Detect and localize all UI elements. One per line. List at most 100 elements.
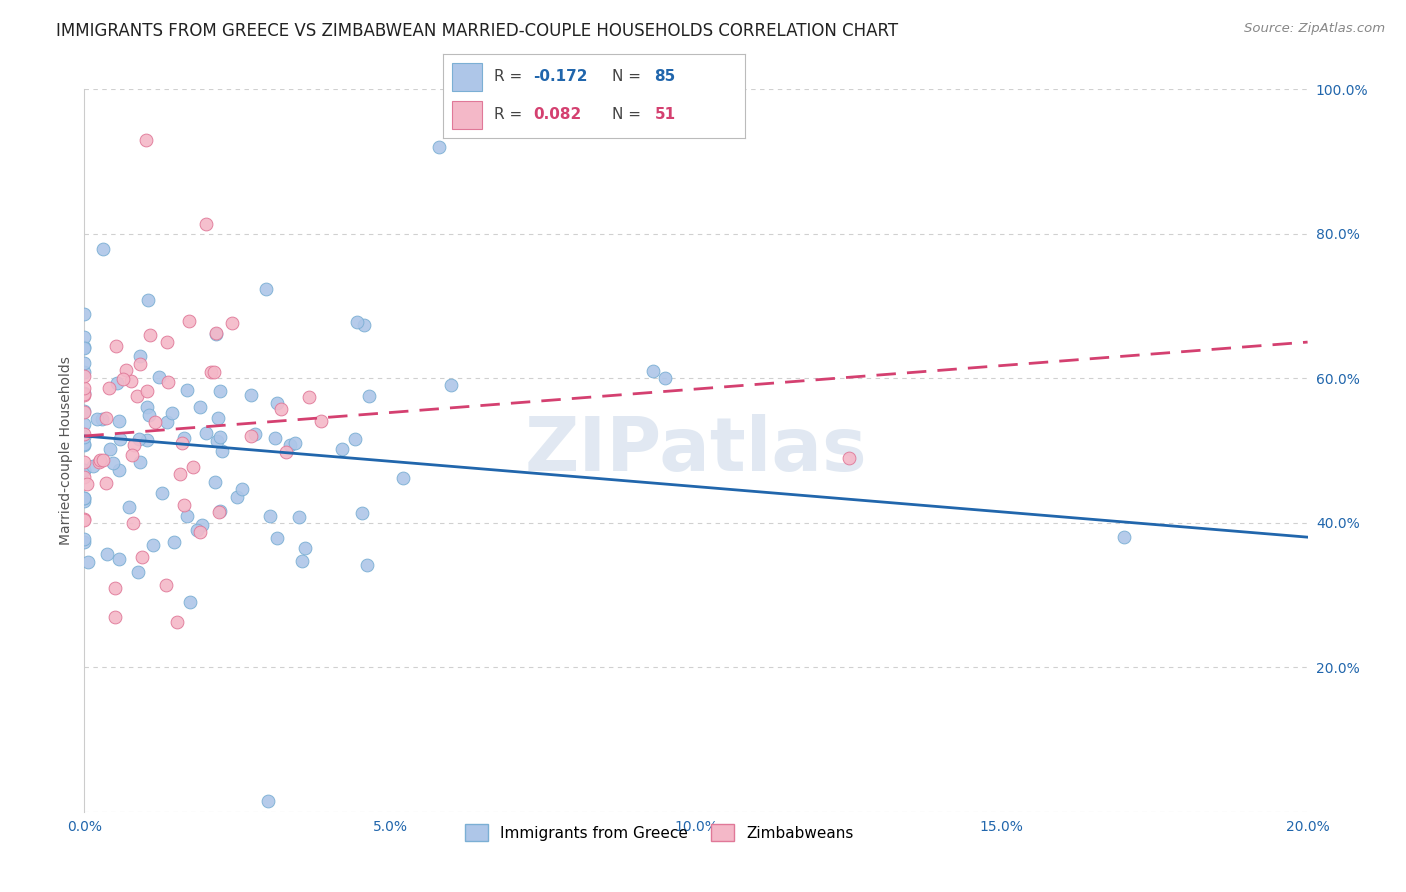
Point <box>108 551 131 566</box>
Point <box>73 417 96 431</box>
Point <box>176 383 198 397</box>
Point <box>73 365 96 379</box>
Point <box>143 415 166 429</box>
Point <box>128 349 150 363</box>
Point <box>73 404 96 418</box>
FancyBboxPatch shape <box>451 101 482 129</box>
Point <box>129 454 152 468</box>
Point <box>73 491 96 506</box>
Point <box>150 486 173 500</box>
Point <box>129 357 152 371</box>
Point <box>73 437 96 451</box>
Point <box>136 384 159 399</box>
Point <box>194 426 217 441</box>
Point <box>163 534 186 549</box>
Point <box>211 443 233 458</box>
Point <box>190 517 212 532</box>
Point <box>643 364 665 378</box>
Point <box>73 329 96 343</box>
Point <box>346 315 368 329</box>
Point <box>136 433 159 447</box>
Point <box>209 430 232 444</box>
Point <box>188 401 211 415</box>
Point <box>138 293 160 307</box>
Point <box>89 452 111 467</box>
Point <box>94 410 117 425</box>
Point <box>104 339 127 353</box>
Point <box>194 218 217 232</box>
Text: R =: R = <box>495 107 527 122</box>
Point <box>73 368 96 383</box>
Point <box>73 494 96 508</box>
Point <box>208 384 231 398</box>
Text: IMMIGRANTS FROM GREECE VS ZIMBABWEAN MARRIED-COUPLE HOUSEHOLDS CORRELATION CHART: IMMIGRANTS FROM GREECE VS ZIMBABWEAN MAR… <box>56 22 898 40</box>
Point <box>173 498 195 512</box>
Point <box>73 339 96 353</box>
Point <box>104 609 127 624</box>
Point <box>108 414 131 428</box>
Point <box>200 365 222 379</box>
Point <box>73 404 96 418</box>
Point <box>179 314 201 328</box>
Point <box>205 434 228 448</box>
Point <box>121 448 143 462</box>
Point <box>136 400 159 414</box>
Point <box>138 328 160 343</box>
Point <box>108 432 131 446</box>
Point <box>166 615 188 629</box>
Text: 0.082: 0.082 <box>534 107 582 122</box>
Point <box>221 316 243 330</box>
Point <box>118 500 141 514</box>
Point <box>257 794 280 808</box>
Point <box>77 555 100 569</box>
Point <box>73 386 96 401</box>
Point <box>73 381 96 395</box>
Point <box>76 477 98 491</box>
Point <box>176 508 198 523</box>
Point <box>101 456 124 470</box>
Point <box>356 558 378 573</box>
Point <box>173 431 195 445</box>
Point <box>274 444 297 458</box>
Point <box>122 516 145 531</box>
Point <box>204 475 226 489</box>
Point <box>208 505 231 519</box>
Text: 85: 85 <box>655 70 676 85</box>
Point <box>288 510 311 524</box>
Point <box>112 371 135 385</box>
Point <box>330 442 353 457</box>
Point <box>266 396 288 410</box>
Point <box>169 467 191 482</box>
Point <box>353 318 375 333</box>
Point <box>254 282 277 296</box>
Point <box>142 538 165 552</box>
Point <box>73 430 96 444</box>
Point <box>91 243 114 257</box>
Point <box>654 371 676 385</box>
Point <box>240 428 263 442</box>
Point <box>73 535 96 549</box>
Point <box>266 531 288 545</box>
Point <box>170 436 193 450</box>
Point <box>245 426 267 441</box>
Point <box>186 524 208 538</box>
Point <box>204 326 226 340</box>
Point <box>156 334 179 349</box>
Point <box>264 431 287 445</box>
Text: -0.172: -0.172 <box>534 70 588 85</box>
Point <box>188 524 211 539</box>
Point <box>73 462 96 476</box>
Text: R =: R = <box>495 70 527 85</box>
Point <box>278 438 301 452</box>
Point <box>86 411 108 425</box>
Text: N =: N = <box>612 107 645 122</box>
Point <box>94 475 117 490</box>
Point <box>97 381 120 395</box>
Point <box>131 550 153 565</box>
Point <box>231 482 253 496</box>
Point <box>181 460 204 475</box>
Point <box>98 442 121 456</box>
Point <box>202 366 225 380</box>
Point <box>73 463 96 477</box>
Point <box>73 512 96 526</box>
